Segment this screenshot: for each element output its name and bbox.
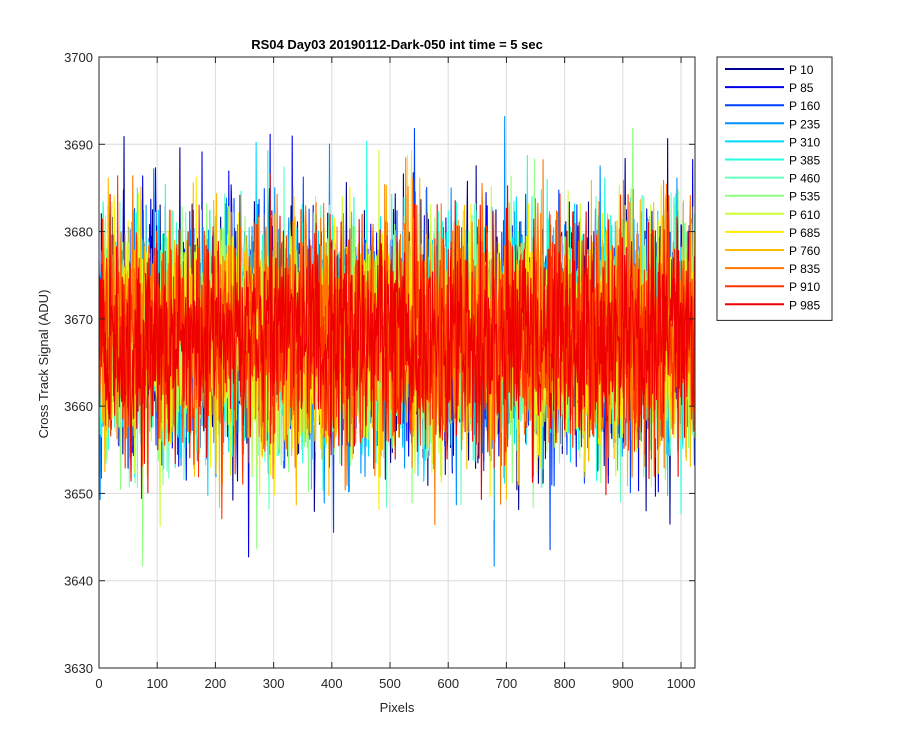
- legend-label: P 535: [789, 190, 820, 204]
- y-tick-label: 3700: [64, 50, 93, 65]
- legend-label: P 610: [789, 208, 820, 222]
- legend-label: P 310: [789, 135, 820, 149]
- x-axis-label: Pixels: [380, 700, 415, 715]
- x-tick-label: 400: [321, 676, 343, 691]
- legend-label: P 460: [789, 172, 820, 186]
- legend-label: P 385: [789, 154, 820, 168]
- legend-box: [716, 56, 833, 321]
- legend-label: P 85: [789, 81, 814, 95]
- y-tick-label: 3660: [64, 399, 93, 414]
- legend-label: P 835: [789, 262, 820, 276]
- chart-title: RS04 Day03 20190112-Dark-050 int time = …: [251, 37, 543, 52]
- legend-label: P 910: [789, 280, 820, 294]
- y-tick-label: 3630: [64, 661, 93, 676]
- y-tick-label: 3640: [64, 574, 93, 589]
- x-tick-label: 600: [437, 676, 459, 691]
- series-line: [98, 173, 695, 500]
- legend-label: P 10: [789, 63, 814, 77]
- x-tick-label: 0: [95, 676, 102, 691]
- legend-label: P 760: [789, 244, 820, 258]
- x-tick-label: 1000: [667, 676, 696, 691]
- x-tick-label: 300: [263, 676, 285, 691]
- x-tick-label: 800: [554, 676, 576, 691]
- x-tick-label: 700: [496, 676, 518, 691]
- series-layer: [98, 116, 695, 567]
- legend-label: P 685: [789, 226, 820, 240]
- plot-frame: [98, 56, 696, 669]
- legend-label: P 160: [789, 99, 820, 113]
- y-tick-label: 3680: [64, 225, 93, 240]
- x-tick-label: 200: [205, 676, 227, 691]
- legend: P 10 P 85 P 160 P 235 P 310 P 385 P 460 P 535 P …: [716, 56, 833, 321]
- plot-axes: 0 100 200 300 400 500 600 700 800 900 1000 3630 3640…: [64, 50, 696, 691]
- y-tick-label: 3670: [64, 312, 93, 327]
- x-tick-label: 100: [146, 676, 168, 691]
- x-tick-label: 900: [612, 676, 634, 691]
- y-tick-label: 3690: [64, 137, 93, 152]
- y-axis-label: Cross Track Signal (ADU): [36, 290, 51, 439]
- legend-label: P 985: [789, 298, 820, 312]
- y-tick-label: 3650: [64, 486, 93, 501]
- legend-label: P 235: [789, 117, 820, 131]
- x-tick-label: 500: [379, 676, 401, 691]
- ticks: 0 100 200 300 400 500 600 700 800 900 1000 3630 3640…: [64, 50, 695, 691]
